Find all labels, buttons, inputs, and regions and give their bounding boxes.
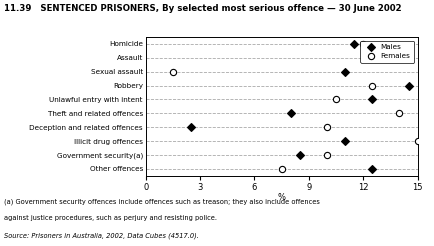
X-axis label: %: %: [277, 193, 285, 202]
Text: against justice procedures, such as perjury and resisting police.: against justice procedures, such as perj…: [4, 215, 217, 221]
Text: Source: Prisoners in Australia, 2002, Data Cubes (4517.0).: Source: Prisoners in Australia, 2002, Da…: [4, 232, 199, 239]
Text: (a) Government security offences include offences such as treason; they also inc: (a) Government security offences include…: [4, 198, 319, 204]
Text: 11.39   SENTENCED PRISONERS, By selected most serious offence — 30 June 2002: 11.39 SENTENCED PRISONERS, By selected m…: [4, 4, 401, 13]
Legend: Males, Females: Males, Females: [359, 41, 413, 63]
